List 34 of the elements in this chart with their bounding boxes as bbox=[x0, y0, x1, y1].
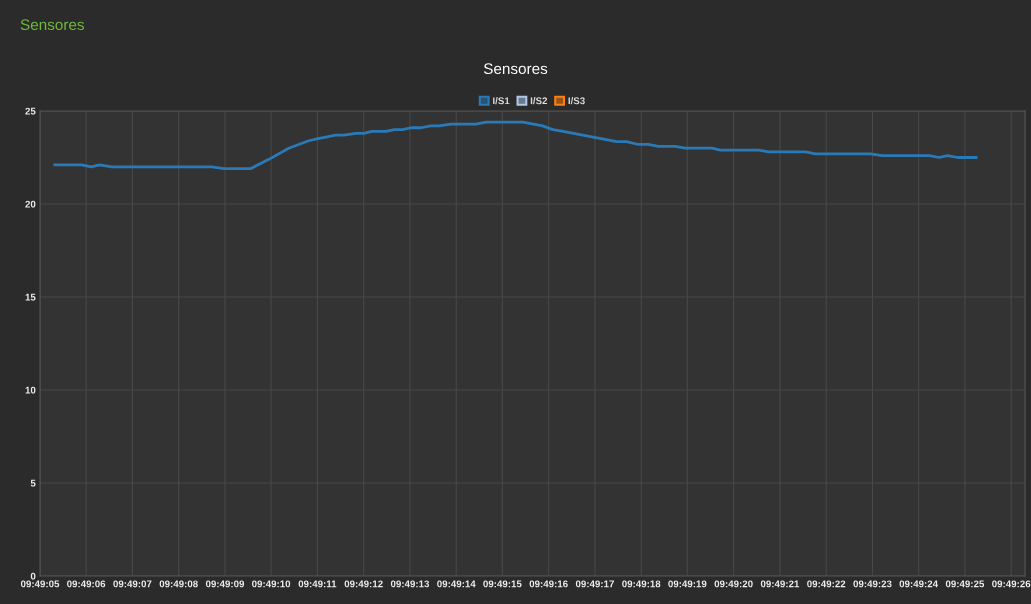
chart-title: Sensores bbox=[483, 63, 548, 75]
x-tick-label: 09:49:16 bbox=[529, 580, 568, 588]
y-tick-label: 20 bbox=[25, 200, 36, 208]
y-tick-label: 10 bbox=[25, 386, 36, 394]
y-tick-label: 5 bbox=[30, 479, 36, 487]
x-tick-label: 09:49:21 bbox=[760, 580, 800, 588]
y-tick-label: 0 bbox=[30, 572, 36, 580]
x-tick-label: 09:49:05 bbox=[20, 580, 60, 588]
legend-label: I/S1 bbox=[493, 97, 510, 105]
x-tick-label: 09:49:18 bbox=[622, 580, 661, 588]
x-tick-label: 09:49:09 bbox=[205, 580, 245, 588]
x-tick-label: 09:49:08 bbox=[159, 580, 198, 588]
legend-label: I/S3 bbox=[568, 97, 585, 105]
x-tick-label: 09:49:06 bbox=[67, 580, 106, 588]
y-tick-label: 15 bbox=[25, 293, 36, 301]
x-tick-label: 09:49:26 bbox=[992, 580, 1031, 588]
x-tick-label: 09:49:14 bbox=[437, 580, 476, 588]
legend-label: I/S2 bbox=[530, 97, 548, 105]
x-tick-label: 09:49:13 bbox=[390, 580, 430, 588]
x-tick-label: 09:49:15 bbox=[483, 580, 522, 588]
text: Sensores bbox=[20, 19, 84, 31]
x-tick-label: 09:49:07 bbox=[113, 580, 152, 588]
x-tick-label: 09:49:11 bbox=[298, 580, 337, 588]
x-tick-label: 09:49:20 bbox=[714, 580, 753, 588]
x-tick-label: 09:49:23 bbox=[853, 580, 892, 588]
x-tick-label: 09:49:10 bbox=[252, 580, 291, 588]
x-tick-label: 09:49:24 bbox=[899, 580, 939, 588]
line-series bbox=[53, 120, 978, 171]
x-tick-label: 09:49:19 bbox=[668, 580, 707, 588]
x-tick-label: 09:49:12 bbox=[344, 580, 383, 588]
x-tick-label: 09:49:25 bbox=[945, 580, 985, 588]
x-tick-label: 09:49:17 bbox=[575, 580, 614, 588]
x-tick-label: 09:49:22 bbox=[807, 580, 846, 588]
y-tick-label: 25 bbox=[25, 107, 36, 115]
